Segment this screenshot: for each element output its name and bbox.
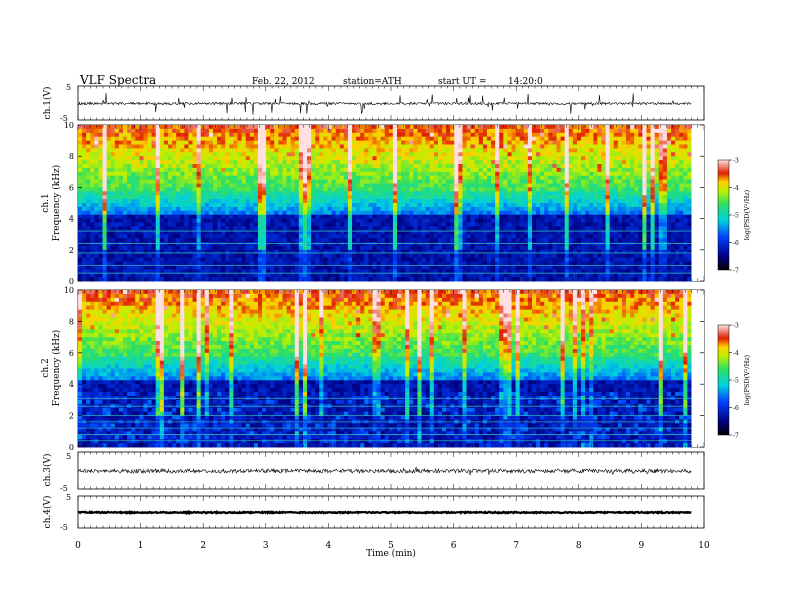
spec-ytick-label: 6 bbox=[69, 183, 74, 192]
ch1-spectrogram-yticks: 0 2 4 6 8 10 bbox=[64, 121, 704, 286]
spec-ytick-label: 8 bbox=[69, 152, 74, 161]
time-tick-label: 5 bbox=[388, 541, 394, 551]
ch2-colorbar-label: log(PSD(V²/Hz) bbox=[743, 354, 751, 405]
colorbar-tick-label: -6 bbox=[733, 405, 739, 412]
ch1-colorbar bbox=[717, 159, 730, 271]
ch2-colorbar-ticks: -3 -4 -5 -6 -7 bbox=[729, 323, 739, 440]
ch1-colorbar-label: log(PSD(V²/Hz) bbox=[743, 189, 751, 240]
start-label: start UT = bbox=[438, 77, 486, 87]
time-tick-label: 1 bbox=[138, 541, 144, 551]
figure-title: VLF Spectra bbox=[79, 73, 156, 87]
ch3-waveform-ytick-top: 5 bbox=[66, 452, 71, 461]
ch3-waveform-ytick-bottom: -5 bbox=[60, 484, 68, 493]
spec-ytick-label: 4 bbox=[69, 380, 74, 389]
spec-ytick-label: 10 bbox=[64, 286, 74, 295]
ch3-waveform-ylabel: ch.3(V) bbox=[42, 454, 53, 487]
date-label: Feb. 22, 2012 bbox=[252, 77, 315, 87]
ch1-waveform-ytick-bottom: -5 bbox=[60, 114, 68, 123]
start-time-label: 14:20:0 bbox=[508, 77, 543, 87]
spec-ytick-label: 6 bbox=[69, 349, 74, 358]
time-tick-label: 7 bbox=[513, 541, 519, 551]
spec-ytick-label: 4 bbox=[69, 215, 74, 224]
time-tick-label: 0 bbox=[75, 541, 81, 551]
colorbar-tick-label: -3 bbox=[733, 323, 739, 330]
time-tick-label: 10 bbox=[698, 541, 710, 551]
time-tick-label: 9 bbox=[639, 541, 645, 551]
ch1-waveform-ytick-top: 5 bbox=[66, 83, 71, 92]
ch2-spectrogram-yticks: 0 2 4 6 8 10 bbox=[64, 286, 704, 452]
time-axis-ticks bbox=[77, 86, 705, 528]
time-tick-label: 8 bbox=[576, 541, 582, 551]
spec-ytick-label: 0 bbox=[69, 443, 74, 452]
ch1-waveform-ylabel: ch.1(V) bbox=[42, 87, 53, 120]
ch1-spectrogram-channel-label: ch.1 bbox=[41, 193, 51, 212]
colorbar-tick-label: -7 bbox=[733, 268, 739, 275]
ch2-colorbar bbox=[717, 324, 730, 436]
ch1-waveform-trace bbox=[78, 92, 692, 115]
ch1-colorbar-ticks: -3 -4 -5 -6 -7 bbox=[729, 158, 739, 275]
ch2-spectrogram-channel-label: ch.2 bbox=[41, 358, 51, 377]
spec-ytick-label: 2 bbox=[69, 246, 74, 255]
time-axis-tick-labels: 0 1 2 3 4 5 6 7 8 9 10 bbox=[75, 541, 710, 551]
colorbar-tick-label: -5 bbox=[733, 213, 739, 220]
ch4-waveform-ytick-top: 5 bbox=[66, 493, 71, 502]
time-tick-label: 2 bbox=[200, 541, 206, 551]
time-tick-label: 4 bbox=[326, 541, 332, 551]
time-tick-label: 6 bbox=[451, 541, 457, 551]
ch4-waveform-ylabel: ch.4(V) bbox=[42, 496, 53, 529]
colorbar-tick-label: -4 bbox=[733, 350, 739, 357]
ch1-spectrogram-image bbox=[78, 125, 704, 282]
ch2-spectrogram-ylabel: Frequency (kHz) bbox=[51, 330, 62, 407]
ch3-waveform-trace bbox=[77, 466, 692, 476]
ch4-waveform-trace bbox=[77, 509, 692, 516]
colorbar-tick-label: -7 bbox=[733, 433, 739, 440]
time-tick-label: 3 bbox=[263, 541, 269, 551]
spec-ytick-label: 10 bbox=[64, 121, 74, 130]
colorbar-tick-label: -3 bbox=[733, 158, 739, 165]
ch1-spectrogram-ylabel: Frequency (kHz) bbox=[51, 165, 62, 242]
time-axis-label: Time (min) bbox=[366, 548, 416, 559]
station-label: station=ATH bbox=[343, 77, 402, 87]
ch4-waveform-ytick-bottom: -5 bbox=[60, 523, 68, 532]
spec-ytick-label: 2 bbox=[69, 412, 74, 421]
colorbar-tick-label: -6 bbox=[733, 240, 739, 247]
colorbar-tick-label: -5 bbox=[733, 378, 739, 385]
spec-ytick-label: 0 bbox=[69, 277, 74, 286]
colorbar-tick-label: -4 bbox=[733, 185, 739, 192]
spec-ytick-label: 8 bbox=[69, 317, 74, 326]
ch2-spectrogram-image bbox=[78, 290, 704, 448]
